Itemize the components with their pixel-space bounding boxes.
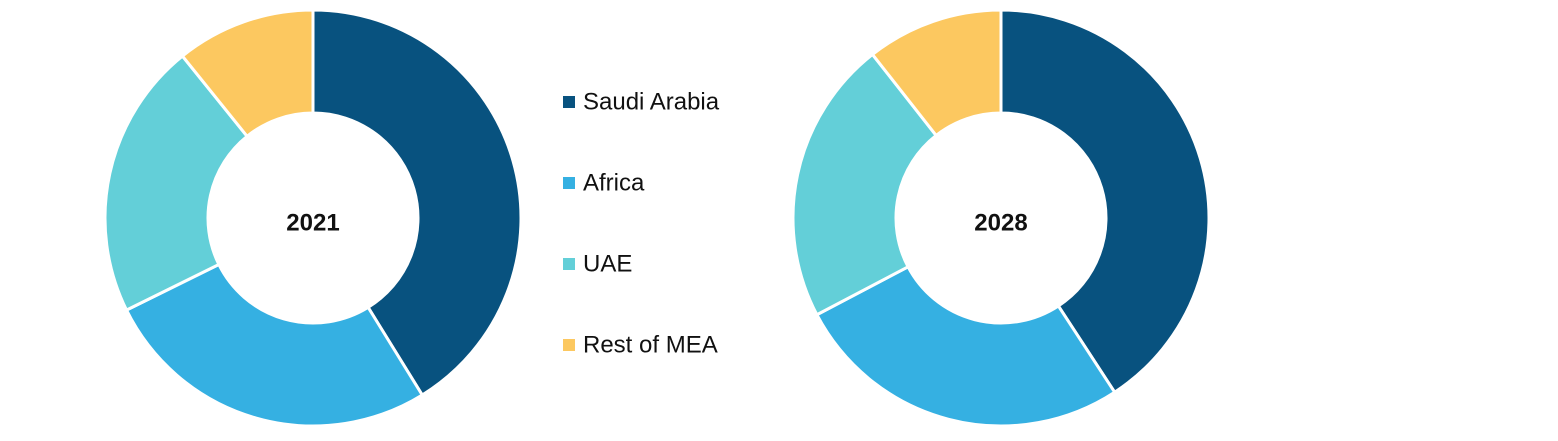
donut-slice: [124, 262, 425, 428]
legend-label: Saudi Arabia: [583, 88, 720, 115]
legend-swatch: [563, 177, 575, 189]
donut-slice: [791, 52, 939, 317]
donut-slice: [103, 53, 250, 313]
donut-slice: [814, 264, 1117, 428]
legend-label: Rest of MEA: [583, 331, 718, 358]
donut-slice: [311, 8, 523, 398]
chart-title: 2021: [286, 209, 339, 236]
legend-swatch: [563, 339, 575, 351]
legend-label: UAE: [583, 250, 632, 277]
legend-label: Africa: [583, 169, 645, 196]
donut-slice: [999, 8, 1211, 395]
chart-title: 2028: [974, 209, 1027, 236]
legend-swatch: [563, 96, 575, 108]
donut-slice: [180, 8, 315, 139]
donut-slice: [870, 8, 1003, 138]
legend-swatch: [563, 258, 575, 270]
